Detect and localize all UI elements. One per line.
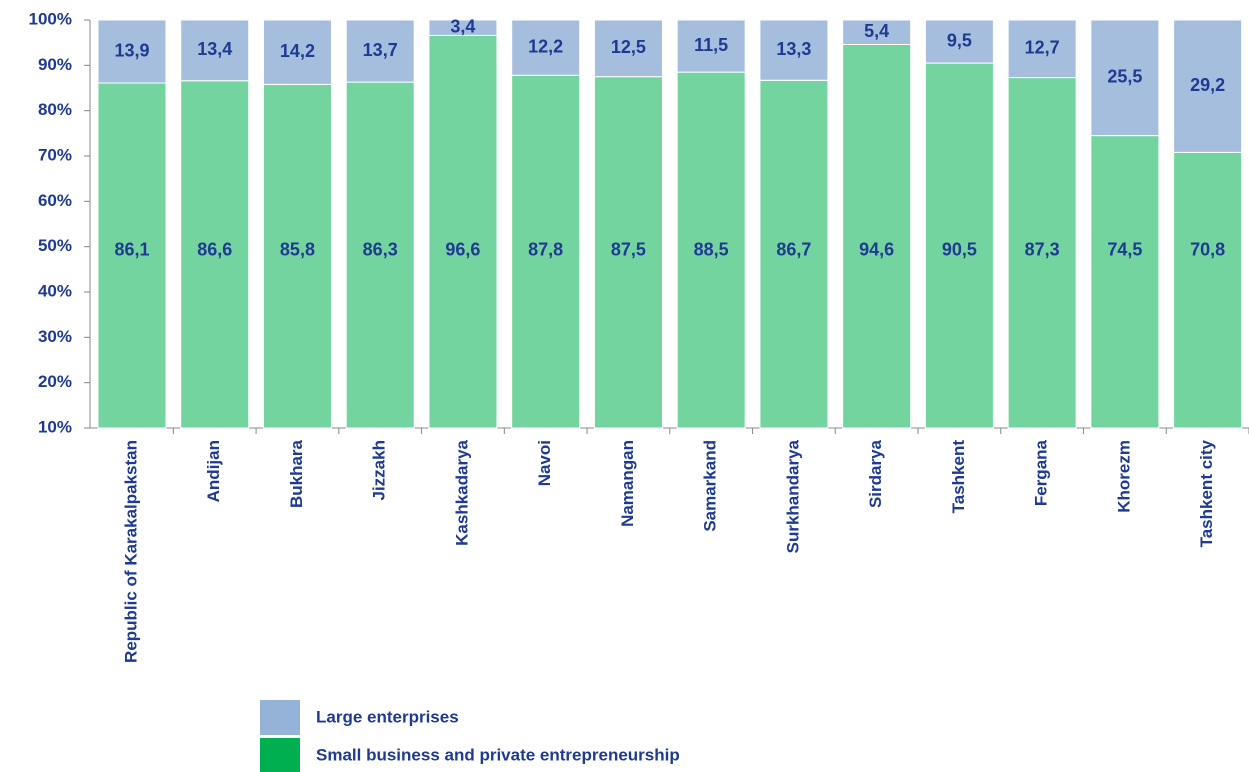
value-label: 86,7	[776, 239, 811, 259]
y-tick-label: 100%	[29, 9, 72, 28]
bar-segment	[345, 19, 415, 83]
bar-segment	[180, 80, 250, 429]
x-tick-label: Republic of Karakalpakstan	[121, 440, 140, 663]
y-tick-label: 80%	[38, 100, 72, 119]
value-label: 87,5	[611, 239, 646, 259]
value-label: 11,5	[694, 35, 728, 55]
x-tick-label: Samarkand	[701, 440, 720, 532]
bar-segment	[676, 19, 746, 73]
y-tick-label: 20%	[38, 372, 72, 391]
y-tick-label: 40%	[38, 281, 72, 300]
value-label: 29,2	[1190, 75, 1225, 95]
y-tick-label: 10%	[38, 417, 72, 436]
bar-segment	[924, 19, 994, 64]
x-tick-label: Navoi	[535, 440, 554, 486]
bar-segment	[1173, 151, 1243, 429]
bar-segment	[428, 19, 498, 36]
value-label: 9,5	[947, 30, 972, 50]
bar-segment	[842, 43, 912, 429]
y-tick-label: 70%	[38, 145, 72, 164]
x-tick-label: Surkhandarya	[783, 439, 802, 553]
value-label: 86,1	[114, 239, 149, 259]
value-label: 87,8	[528, 239, 563, 259]
bar-segment	[759, 19, 829, 81]
bar-segment	[1007, 19, 1077, 79]
x-tick-label: Khorezm	[1114, 440, 1133, 513]
legend-swatch	[260, 738, 300, 772]
value-label: 94,6	[859, 239, 894, 259]
bar-segment	[428, 34, 498, 429]
value-label: 86,6	[197, 239, 232, 259]
x-tick-label: Bukhara	[287, 439, 306, 508]
bar-segment	[924, 62, 994, 429]
x-tick-label: Tashkent city	[1197, 439, 1216, 547]
bar-segment	[262, 83, 332, 429]
x-tick-label: Tashkent	[949, 440, 968, 514]
value-label: 14,2	[280, 41, 315, 61]
x-tick-label: Andijan	[204, 440, 223, 502]
bar-segment	[97, 19, 167, 84]
y-tick-label: 90%	[38, 55, 72, 74]
x-tick-label: Sirdarya	[866, 439, 885, 508]
x-tick-label: Namangan	[618, 440, 637, 527]
bar-segment	[511, 74, 581, 429]
y-tick-label: 30%	[38, 327, 72, 346]
value-label: 13,4	[197, 39, 232, 59]
y-tick-label: 50%	[38, 236, 72, 255]
bar-segment	[1007, 77, 1077, 429]
x-tick-label: Jizzakh	[370, 440, 389, 500]
value-label: 86,3	[363, 239, 398, 259]
bar-segment	[593, 76, 663, 429]
bar-segment	[1090, 19, 1160, 137]
value-label: 13,7	[363, 40, 398, 60]
bar-segment	[1090, 135, 1160, 429]
bar-segment	[262, 19, 332, 85]
value-label: 12,2	[528, 36, 563, 56]
value-label: 5,4	[864, 21, 889, 41]
bar-segment	[842, 19, 912, 45]
y-tick-label: 60%	[38, 191, 72, 210]
value-label: 3,4	[450, 16, 475, 36]
x-tick-label: Fergana	[1032, 439, 1051, 506]
value-label: 87,3	[1025, 239, 1060, 259]
bar-segment	[676, 71, 746, 429]
value-label: 85,8	[280, 239, 315, 259]
x-tick-label: Kashkadarya	[452, 439, 471, 545]
value-label: 70,8	[1190, 239, 1225, 259]
value-label: 12,7	[1025, 38, 1060, 58]
value-label: 13,9	[114, 40, 149, 60]
value-label: 90,5	[942, 239, 977, 259]
bar-segment	[593, 19, 663, 78]
value-label: 13,3	[776, 39, 811, 59]
legend-swatch	[260, 700, 300, 735]
bar-segment	[759, 79, 829, 429]
legend-label: Small business and private entrepreneurs…	[316, 745, 680, 764]
value-label: 74,5	[1107, 239, 1142, 259]
bar-segment	[511, 19, 581, 76]
bar-segment	[180, 19, 250, 82]
value-label: 12,5	[611, 37, 646, 57]
value-label: 25,5	[1107, 67, 1142, 87]
legend-label: Large enterprises	[316, 707, 459, 726]
value-label: 96,6	[445, 239, 480, 259]
bar-segment	[345, 81, 415, 429]
bar-segment	[1173, 19, 1243, 153]
bar-segment	[97, 82, 167, 429]
value-label: 88,5	[694, 239, 729, 259]
